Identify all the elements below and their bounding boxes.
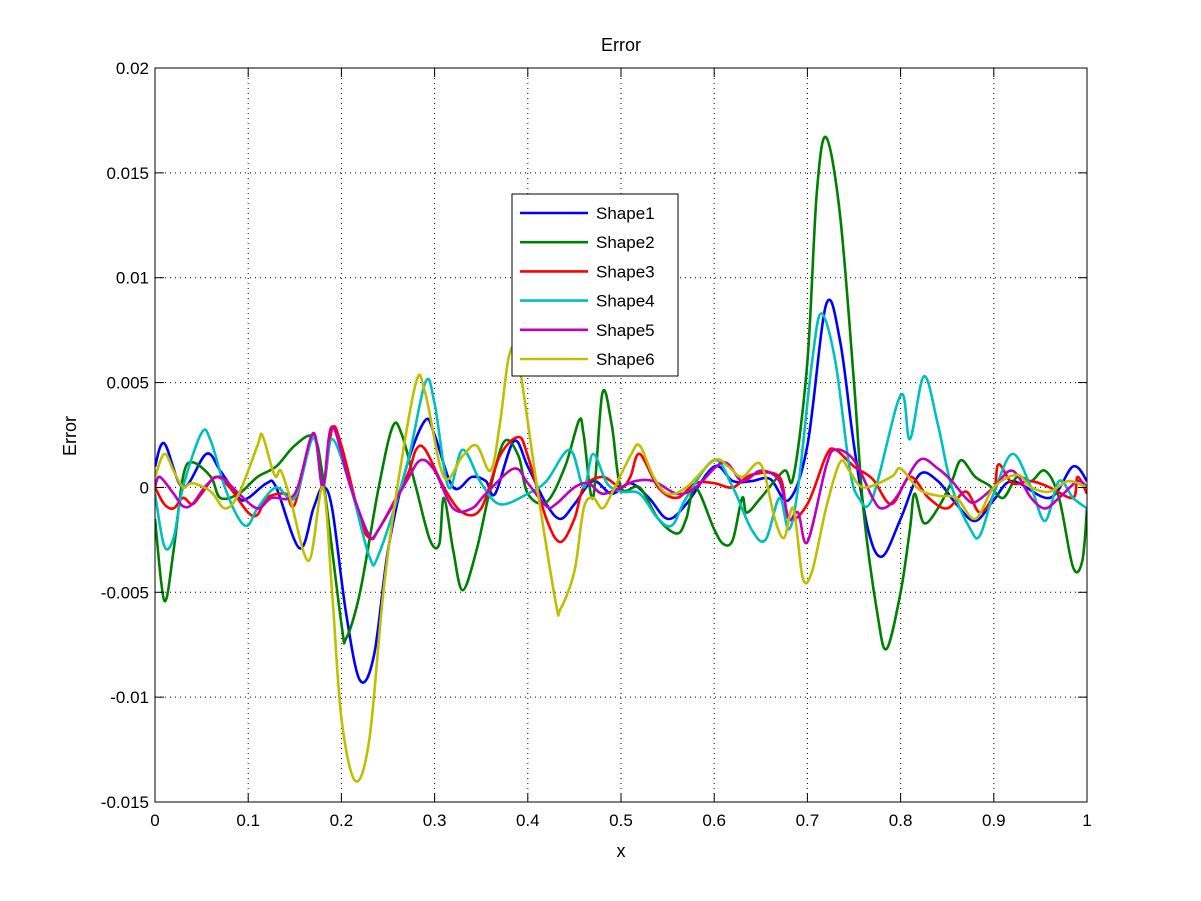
y-tick-label: 0 xyxy=(140,478,149,497)
y-tick-label: -0.01 xyxy=(110,688,149,707)
y-axis-label: Error xyxy=(60,416,80,456)
legend-label: Shape6 xyxy=(596,350,655,369)
series-line-shape3 xyxy=(155,424,1087,544)
x-tick-label: 0.2 xyxy=(330,811,354,830)
chart-title: Error xyxy=(601,35,641,55)
x-tick-label: 0.7 xyxy=(796,811,820,830)
series-lines xyxy=(155,135,1087,783)
y-tick-label: -0.005 xyxy=(101,583,149,602)
legend-box xyxy=(511,193,679,377)
axis-ticks: 0 0.1 0.2 0.3 0.4 0.5 0.6 0.7 0.8 0.9 1 0.02 0.015 0.… xyxy=(101,59,1092,830)
series-line-shape5 xyxy=(155,425,1087,545)
y-tick-label: 0.015 xyxy=(106,164,149,183)
x-tick-label: 0.4 xyxy=(516,811,540,830)
x-tick-label: 0.9 xyxy=(982,811,1006,830)
legend-label: Shape4 xyxy=(596,292,655,311)
x-tick-label: 1 xyxy=(1082,811,1091,830)
y-tick-label: -0.015 xyxy=(101,793,149,812)
y-tick-label: 0.01 xyxy=(116,269,149,288)
series-line-shape1 xyxy=(155,298,1087,684)
legend-label: Shape5 xyxy=(596,321,655,340)
x-axis-label: x xyxy=(617,841,626,861)
x-tick-label: 0 xyxy=(150,811,159,830)
legend-label: Shape2 xyxy=(596,233,655,252)
legend-label: Shape3 xyxy=(596,262,655,281)
x-tick-label: 0.3 xyxy=(423,811,447,830)
x-tick-label: 0.8 xyxy=(889,811,913,830)
series-line-shape2 xyxy=(155,135,1087,651)
series-line-shape6 xyxy=(155,344,1087,783)
x-tick-label: 0.1 xyxy=(236,811,260,830)
y-tick-label: 0.005 xyxy=(106,374,149,393)
legend-label: Shape1 xyxy=(596,204,655,223)
y-tick-label: 0.02 xyxy=(116,59,149,78)
x-tick-label: 0.6 xyxy=(702,811,726,830)
legend: Shape1 Shape2 Shape3 Shape4 Shape5 Shape6 xyxy=(511,193,679,377)
x-tick-label: 0.5 xyxy=(609,811,633,830)
